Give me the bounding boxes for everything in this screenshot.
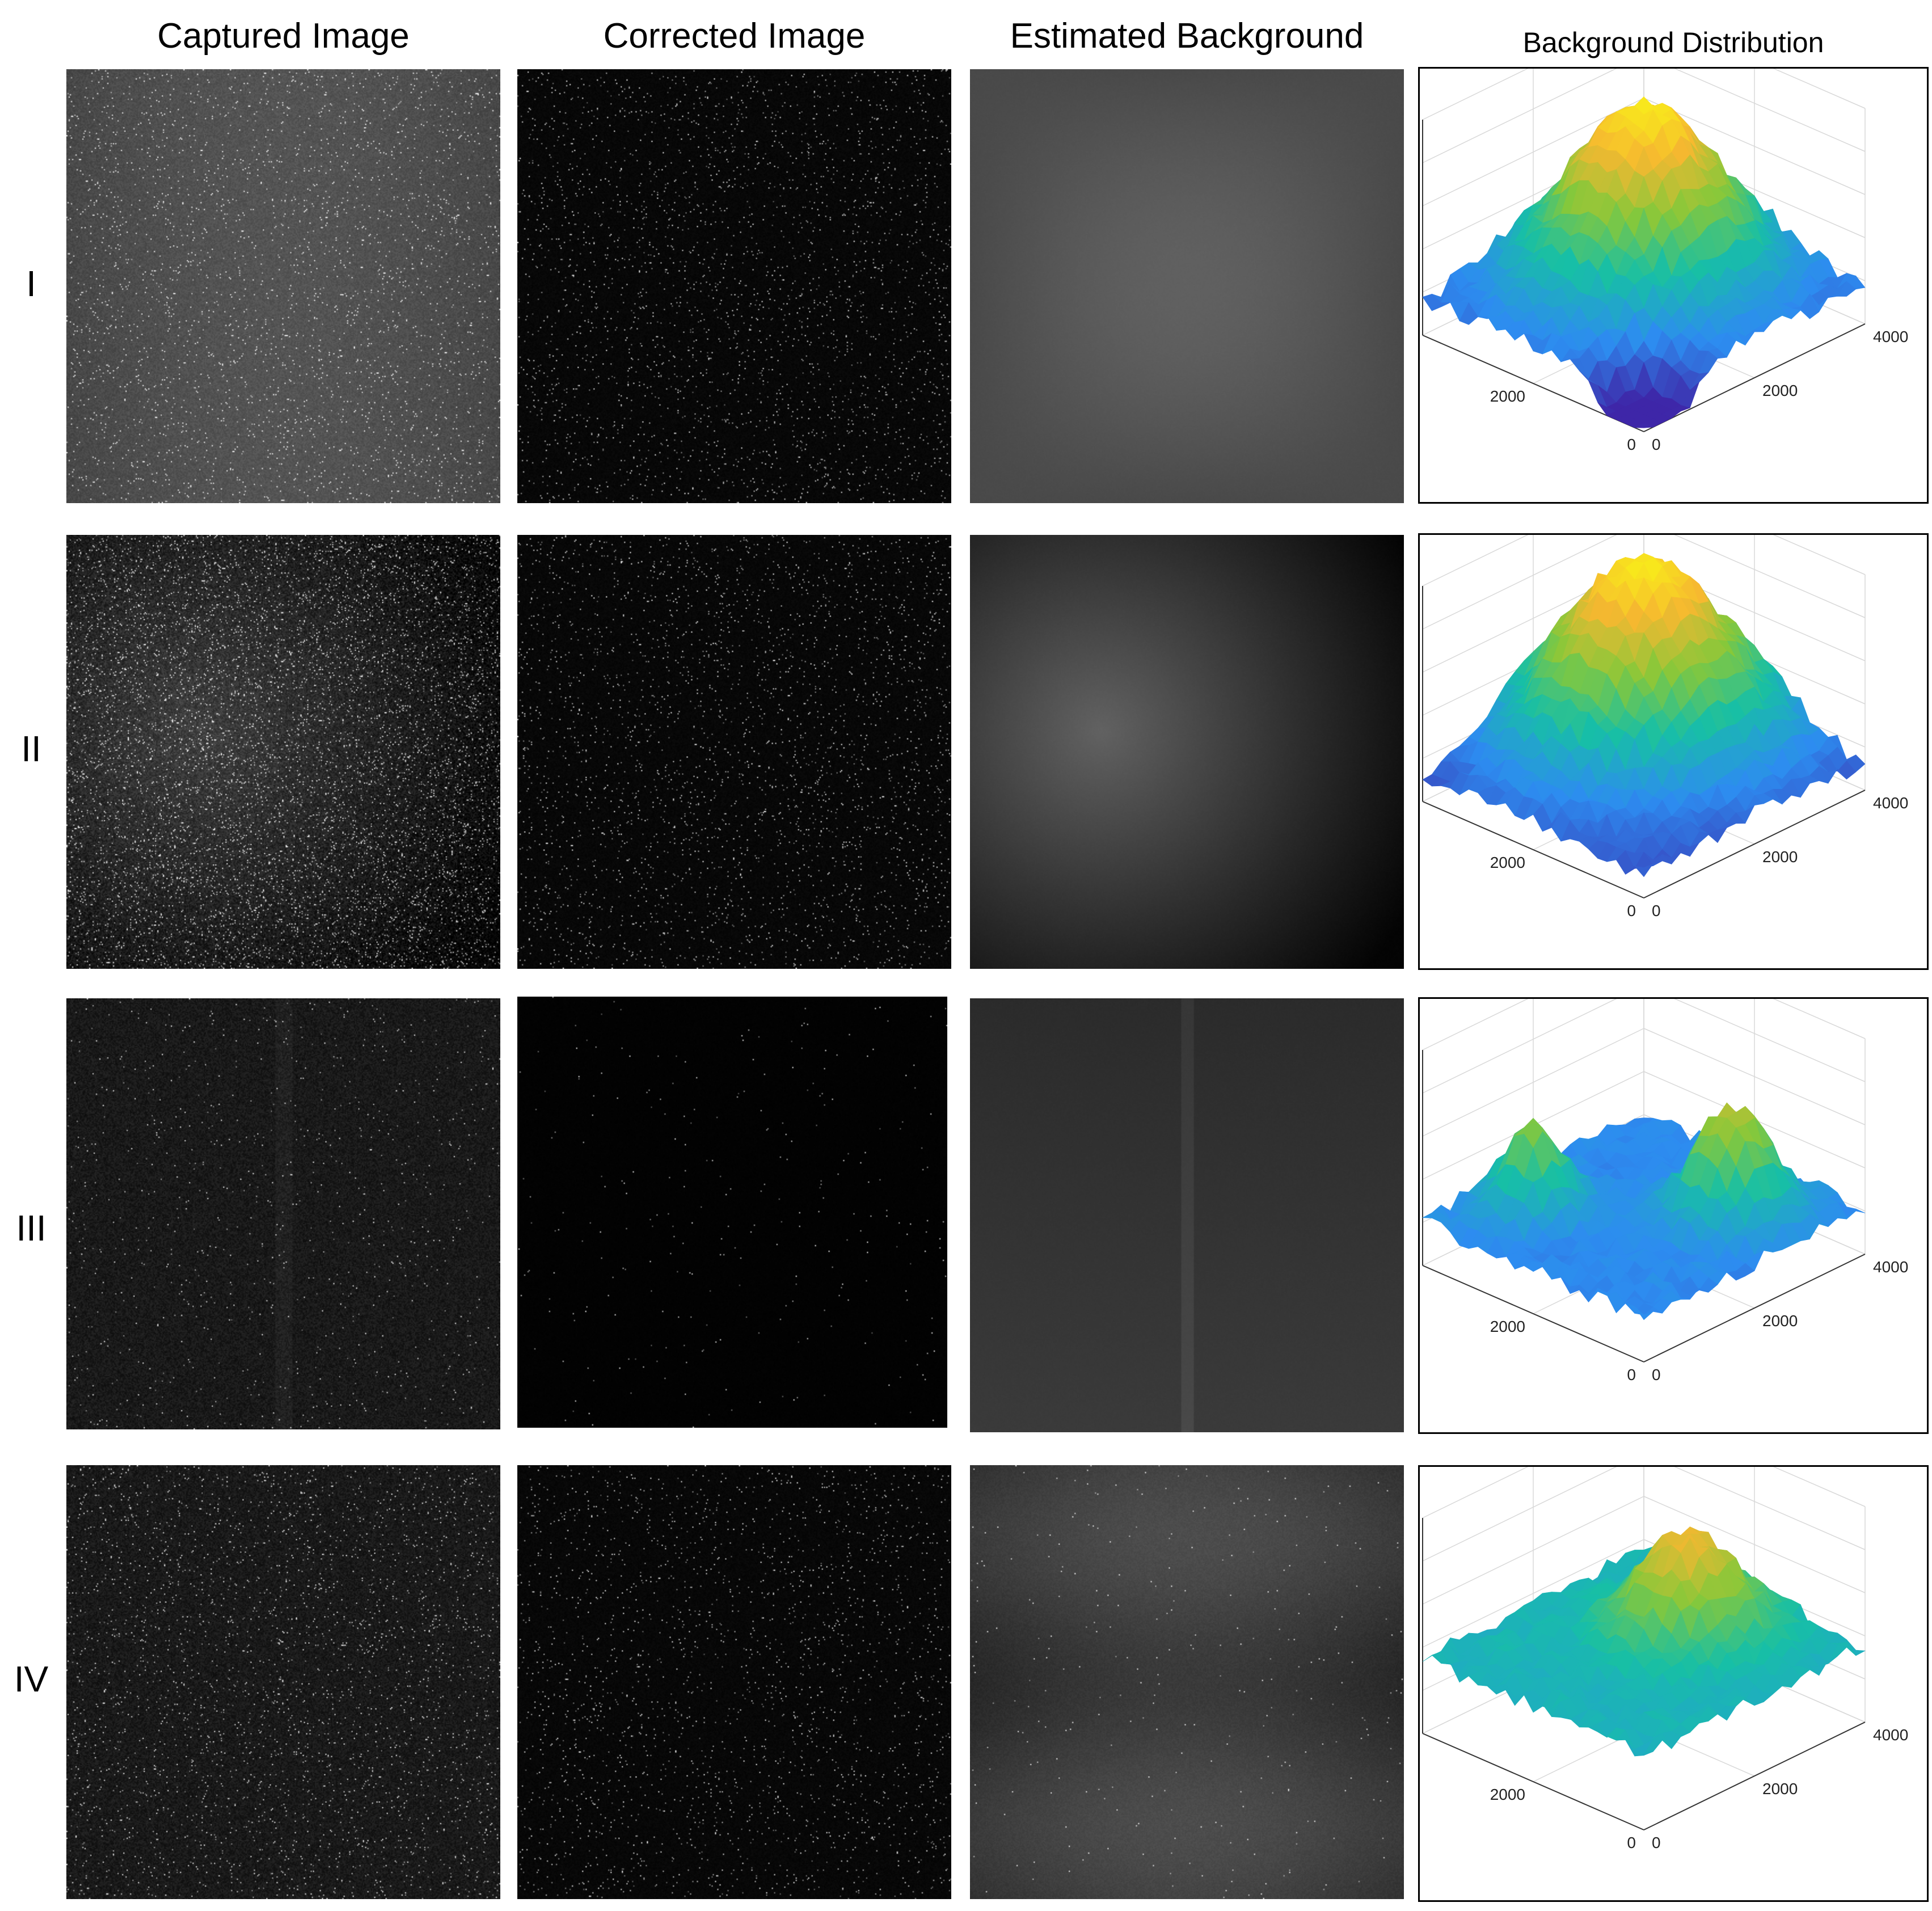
y-tick-label: 0 xyxy=(1627,436,1636,453)
surface xyxy=(1422,553,1866,878)
estimated-background-row-3 xyxy=(970,998,1404,1432)
y-tick-label: 2000 xyxy=(1490,854,1525,871)
y-tick-label: 0 xyxy=(1627,902,1636,919)
background-distribution-plot-row-2: 00.20.40.60.81020004000020004000 xyxy=(1418,533,1929,970)
surface-plot-svg: 00.20.40.60.81020004000020004000 xyxy=(1422,1467,1908,1851)
y-tick-label: 2000 xyxy=(1490,1318,1525,1335)
x-tick-label: 0 xyxy=(1652,436,1661,453)
x-tick-label: 4000 xyxy=(1873,1258,1908,1276)
column-header-background-distribution: Background Distribution xyxy=(1522,27,1824,58)
surface-plot-svg: 00.20.40.60.81020004000020004000 xyxy=(1421,999,1908,1383)
x-tick-label: 4000 xyxy=(1873,328,1908,345)
surface xyxy=(1422,96,1866,428)
corrected-image-row-3 xyxy=(517,997,947,1428)
surface-patch xyxy=(1634,1306,1653,1321)
corrected-image-row-2 xyxy=(517,535,951,969)
captured-image-row-3 xyxy=(66,998,500,1429)
surface-plot-svg: 00.20.40.60.81020004000020004000 xyxy=(1422,535,1908,919)
x-tick-label: 2000 xyxy=(1762,1312,1798,1330)
row-label-III: III xyxy=(16,1208,47,1248)
background-distribution-plot-row-4: 00.20.40.60.81020004000020004000 xyxy=(1418,1465,1929,1902)
surface xyxy=(1422,1526,1866,1757)
x-tick-label: 2000 xyxy=(1762,1780,1798,1798)
x-tick-label: 0 xyxy=(1652,902,1661,919)
column-header-corrected: Corrected Image xyxy=(603,16,866,56)
surface-patch xyxy=(1634,863,1654,878)
background-distribution-plot-row-1: 00.20.40.60.81020004000020004000 xyxy=(1418,67,1929,504)
x-tick-label: 2000 xyxy=(1762,382,1798,399)
row-label-IV: IV xyxy=(14,1659,49,1699)
row-label-II: II xyxy=(21,728,41,769)
estimated-background-row-2 xyxy=(970,535,1404,969)
column-header-captured: Captured Image xyxy=(157,16,410,56)
x-tick-label: 4000 xyxy=(1873,1726,1908,1744)
x-tick-label: 4000 xyxy=(1873,794,1908,812)
corrected-image-row-4 xyxy=(517,1465,951,1899)
column-header-estimated-background: Estimated Background xyxy=(1010,16,1364,56)
x-tick-label: 2000 xyxy=(1762,848,1798,866)
y-tick-label: 2000 xyxy=(1490,1786,1525,1803)
surface-patch xyxy=(1634,1751,1653,1757)
y-tick-label: 2000 xyxy=(1490,387,1525,405)
row-label-I: I xyxy=(26,263,36,304)
x-tick-label: 0 xyxy=(1652,1834,1661,1851)
captured-image-row-1 xyxy=(66,69,500,503)
surface-plot-svg: 00.20.40.60.81020004000020004000 xyxy=(1422,69,1908,453)
captured-image-row-2 xyxy=(66,535,500,969)
estimated-background-row-1 xyxy=(970,69,1404,503)
surface xyxy=(1421,1102,1866,1321)
y-tick-label: 0 xyxy=(1627,1834,1636,1851)
surface-patch xyxy=(1634,423,1653,428)
corrected-image-row-1 xyxy=(517,69,951,503)
y-tick-label: 0 xyxy=(1627,1366,1636,1383)
estimated-background-row-4 xyxy=(970,1465,1404,1899)
background-distribution-plot-row-3: 00.20.40.60.81020004000020004000 xyxy=(1418,997,1929,1434)
captured-image-row-4 xyxy=(66,1465,500,1899)
x-tick-label: 0 xyxy=(1652,1366,1661,1383)
